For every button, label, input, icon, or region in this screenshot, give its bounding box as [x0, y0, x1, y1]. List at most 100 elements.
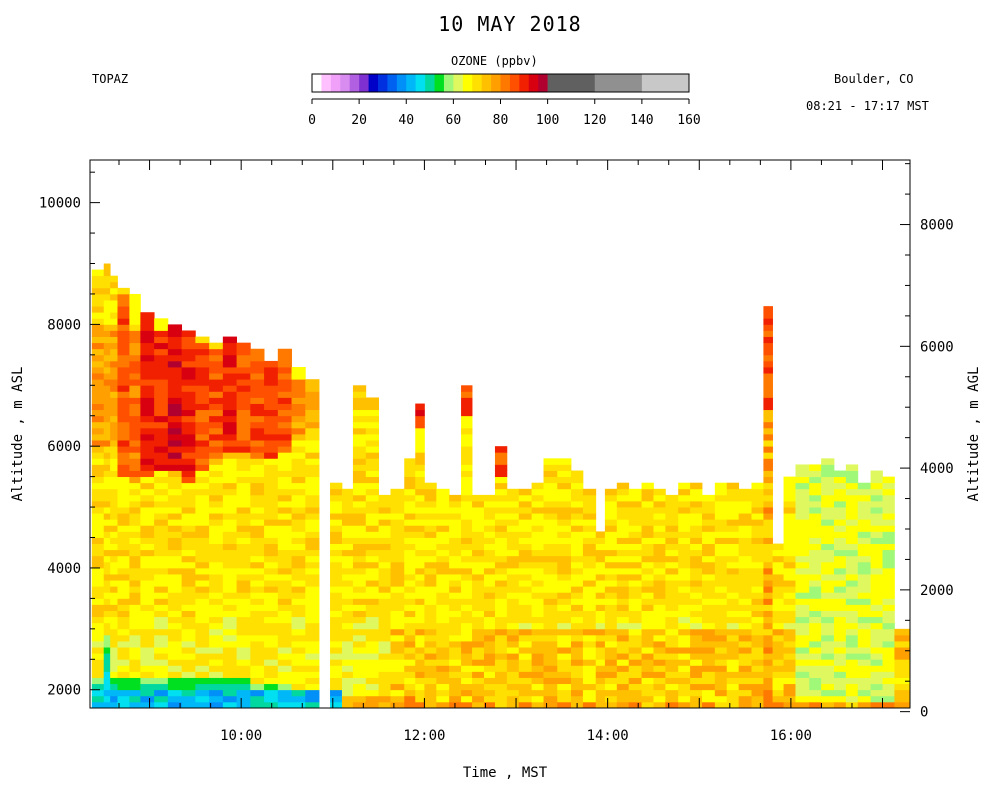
ozone-cell: [305, 695, 320, 703]
ozone-cell: [690, 689, 703, 697]
ozone-cell: [110, 300, 118, 307]
ozone-cell: [690, 543, 703, 551]
ozone-cell: [641, 586, 654, 593]
ozone-cell: [91, 525, 105, 532]
ozone-cell: [195, 519, 210, 526]
ozone-cell: [678, 671, 691, 678]
ozone-cell: [390, 519, 405, 526]
ozone-cell: [483, 689, 496, 697]
ozone-cell: [365, 446, 380, 453]
ozone-cell: [795, 628, 810, 636]
ozone-cell: [264, 598, 279, 605]
ozone-cell: [763, 330, 773, 337]
ozone-cell: [714, 531, 728, 538]
ozone-cell: [341, 641, 354, 648]
ozone-cell: [436, 561, 450, 569]
ozone-cell: [291, 373, 306, 380]
ozone-cell: [833, 592, 847, 599]
ozone-cell: [531, 701, 544, 709]
ozone-cell: [870, 574, 883, 581]
ozone-cell: [424, 488, 437, 496]
ozone-cell: [738, 622, 752, 630]
ozone-cell: [103, 342, 111, 350]
ozone-cell: [264, 586, 279, 593]
ozone-cell: [557, 659, 572, 666]
ozone-cell: [305, 628, 320, 636]
ozone-cell: [595, 592, 606, 599]
ozone-cell: [783, 665, 796, 672]
ozone-cell: [140, 476, 155, 484]
ozone-cell: [264, 695, 279, 703]
ozone-cell: [461, 549, 473, 557]
ozone-cell: [195, 549, 210, 557]
ozone-cell: [531, 574, 544, 581]
ozone-cell: [461, 665, 473, 672]
ozone-cell: [291, 671, 306, 678]
ozone-cell: [129, 519, 141, 526]
ozone-cell: [250, 543, 265, 551]
ozone-cell: [404, 458, 416, 465]
ozone-cell: [277, 549, 292, 557]
ozone-cell: [833, 549, 847, 557]
ozone-cell: [91, 409, 105, 417]
ozone-cell: [365, 567, 380, 575]
ozone-cell: [894, 677, 911, 685]
ozone-cell: [110, 641, 118, 648]
ozone-cell: [167, 628, 183, 636]
ozone-cell: [91, 592, 105, 599]
ozone-cell: [616, 683, 630, 691]
ozone-cell: [352, 488, 367, 496]
ozone-cell: [378, 494, 391, 502]
ozone-cell: [404, 695, 416, 703]
ozone-cell: [195, 653, 210, 660]
ozone-cell: [264, 677, 279, 685]
ozone-cell: [91, 531, 105, 538]
ozone-cell: [628, 531, 642, 538]
ozone-cell: [154, 659, 169, 666]
ozone-cell: [543, 567, 558, 575]
ozone-cell: [365, 537, 380, 544]
ozone-cell: [845, 610, 859, 618]
ozone-cell: [222, 458, 237, 465]
ozone-cell: [894, 689, 911, 697]
ozone-cell: [582, 525, 597, 532]
ozone-cell: [506, 647, 520, 654]
ozone-cell: [181, 342, 196, 350]
ozone-cell: [103, 531, 111, 538]
ozone-cell: [557, 567, 572, 575]
ozone-cell: [154, 543, 169, 551]
ozone-cell: [763, 427, 773, 435]
ozone-cell: [857, 549, 872, 557]
ozone-cell: [772, 671, 784, 678]
ozone-cell: [222, 373, 237, 380]
ozone-cell: [424, 641, 437, 648]
ozone-cell: [483, 665, 496, 672]
ozone-cell: [110, 580, 118, 587]
ozone-cell: [181, 452, 196, 459]
ozone-cell: [783, 561, 796, 569]
ozone-cell: [595, 653, 606, 660]
ozone-cell: [140, 421, 155, 429]
ozone-cell: [140, 641, 155, 648]
ozone-cell: [595, 543, 606, 551]
ozone-cell: [236, 464, 251, 471]
y-tick-label-left: 8000: [47, 317, 81, 333]
ozone-cell: [378, 616, 391, 624]
ozone-cell: [641, 641, 654, 648]
ozone-cell: [751, 701, 764, 709]
colorbar-bin: [491, 74, 501, 92]
ozone-cell: [472, 659, 485, 666]
ozone-cell: [678, 616, 691, 624]
ozone-cell: [341, 549, 354, 557]
ozone-cell: [103, 604, 111, 611]
ozone-cell: [461, 421, 473, 429]
ozone-cell: [483, 592, 496, 599]
colorbar-bin: [396, 74, 407, 92]
ozone-cell: [882, 683, 895, 691]
ozone-cell: [690, 482, 703, 490]
ozone-cell: [250, 653, 265, 660]
ozone-cell: [404, 653, 416, 660]
ozone-cell: [129, 543, 141, 551]
ozone-cell: [571, 592, 584, 599]
ozone-cell: [365, 409, 380, 417]
